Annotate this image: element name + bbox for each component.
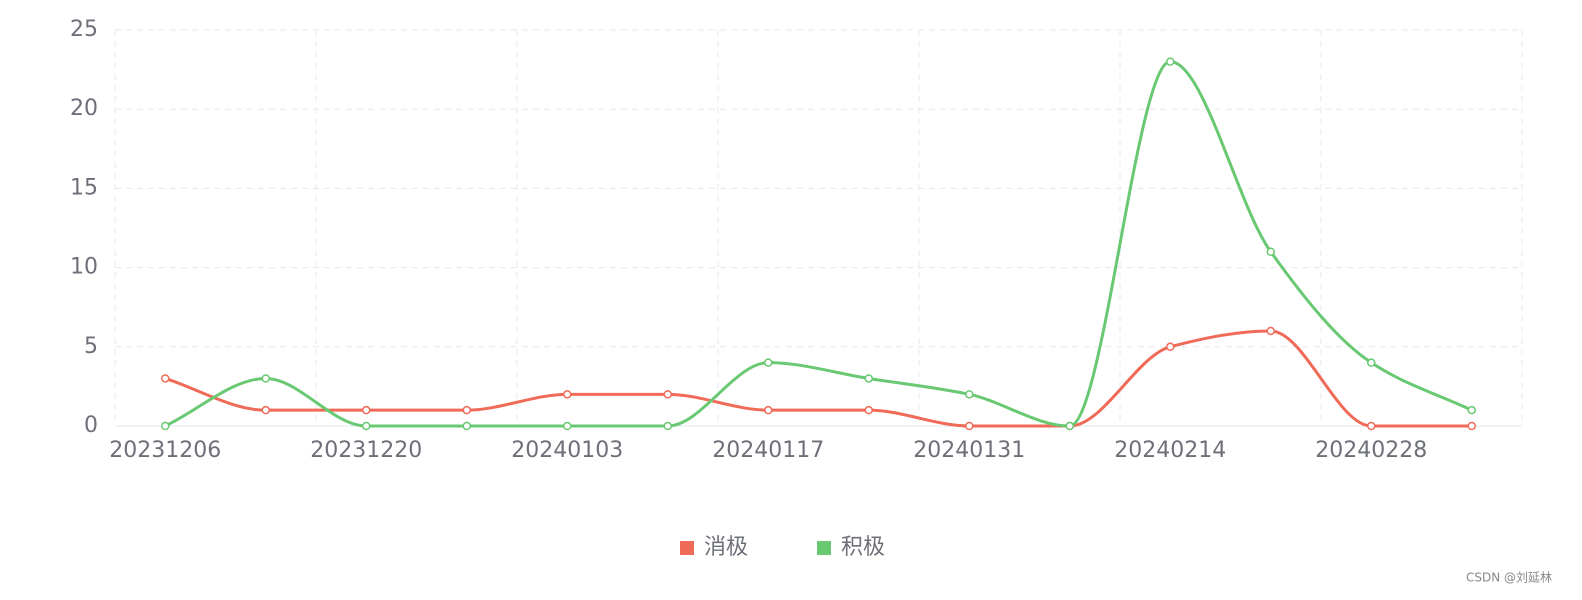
series-line — [164, 329, 1472, 428]
x-tick-label: 20240214 — [1114, 438, 1226, 463]
data-point — [462, 405, 471, 415]
data-point — [1065, 421, 1074, 431]
data-point — [1367, 358, 1376, 367]
data-point — [663, 390, 672, 399]
legend-label: 积极 — [841, 535, 885, 560]
data-point — [864, 374, 873, 383]
x-tick-label: 20240103 — [511, 438, 623, 463]
data-point — [462, 421, 471, 431]
data-point — [1266, 326, 1275, 336]
data-point — [764, 358, 773, 367]
x-tick-label: 20231220 — [310, 438, 422, 463]
data-point — [563, 421, 572, 431]
legend-swatch — [817, 541, 831, 555]
series-line — [164, 60, 1473, 428]
data-point — [161, 421, 170, 431]
y-tick-label: 20 — [70, 96, 98, 121]
x-tick-label: 20231206 — [109, 438, 221, 463]
x-tick-label: 20240228 — [1315, 438, 1427, 463]
data-point — [1166, 342, 1175, 352]
data-point — [261, 405, 270, 415]
data-point — [563, 390, 572, 399]
data-point — [764, 405, 773, 415]
data-point — [1467, 405, 1476, 415]
data-point — [261, 374, 270, 383]
legend-label: 消极 — [704, 535, 748, 560]
data-point — [663, 421, 672, 431]
data-point — [864, 405, 873, 415]
y-tick-label: 10 — [70, 255, 98, 280]
x-tick-label: 20240117 — [712, 438, 824, 463]
x-tick-label: 20240131 — [913, 438, 1025, 463]
y-tick-label: 15 — [70, 175, 98, 200]
y-tick-label: 5 — [84, 334, 98, 359]
data-point — [362, 421, 371, 431]
y-tick-label: 0 — [84, 413, 98, 438]
data-point — [1166, 57, 1175, 66]
data-point — [965, 390, 974, 399]
legend-swatch — [680, 541, 694, 555]
data-point — [1367, 421, 1376, 431]
data-point — [161, 374, 170, 383]
y-tick-label: 25 — [70, 17, 98, 42]
footer-watermark: CSDN @刘延林 — [1466, 571, 1552, 585]
data-point — [965, 421, 974, 431]
data-point — [362, 405, 371, 415]
data-point — [1467, 421, 1476, 431]
data-point — [1266, 247, 1275, 257]
